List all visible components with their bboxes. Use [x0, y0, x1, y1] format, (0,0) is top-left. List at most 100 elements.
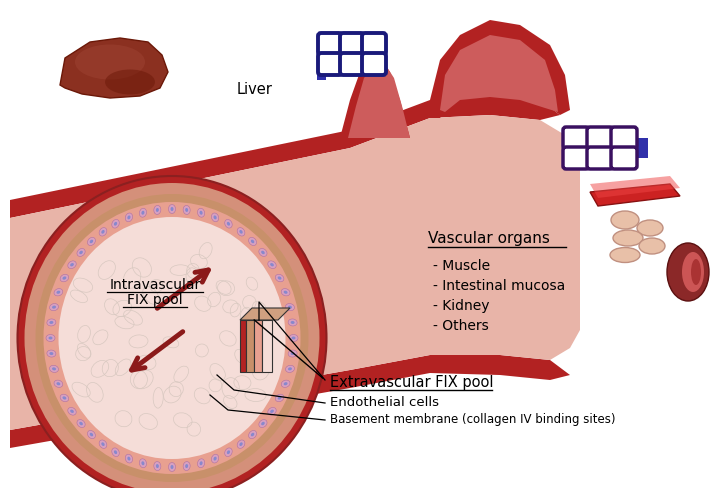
Ellipse shape — [168, 463, 175, 471]
Ellipse shape — [52, 305, 56, 309]
Ellipse shape — [114, 450, 117, 454]
Ellipse shape — [111, 448, 119, 457]
Ellipse shape — [67, 261, 76, 268]
Ellipse shape — [54, 288, 62, 296]
Bar — [319, 34, 385, 74]
Ellipse shape — [292, 337, 295, 340]
Ellipse shape — [154, 205, 161, 214]
Ellipse shape — [58, 217, 285, 459]
Text: Extravascular FIX pool: Extravascular FIX pool — [330, 374, 493, 389]
FancyBboxPatch shape — [587, 127, 613, 149]
FancyBboxPatch shape — [318, 33, 342, 55]
Ellipse shape — [225, 448, 232, 457]
Ellipse shape — [77, 420, 85, 427]
Text: Vascular organs: Vascular organs — [428, 230, 550, 245]
Ellipse shape — [75, 44, 145, 80]
Text: - Others: - Others — [433, 319, 488, 333]
Ellipse shape — [278, 276, 281, 280]
Ellipse shape — [80, 422, 83, 425]
FancyBboxPatch shape — [362, 33, 386, 55]
Ellipse shape — [610, 247, 640, 263]
Ellipse shape — [70, 409, 74, 413]
Ellipse shape — [290, 352, 295, 355]
Ellipse shape — [251, 433, 254, 436]
Bar — [240, 320, 246, 372]
Polygon shape — [430, 20, 570, 118]
Ellipse shape — [261, 422, 265, 425]
Ellipse shape — [259, 248, 267, 256]
Ellipse shape — [251, 240, 254, 243]
Ellipse shape — [89, 433, 93, 436]
Ellipse shape — [691, 259, 701, 285]
Text: Liver: Liver — [237, 82, 273, 98]
Ellipse shape — [275, 274, 284, 282]
Ellipse shape — [156, 464, 159, 468]
Ellipse shape — [111, 220, 119, 228]
Ellipse shape — [225, 220, 232, 228]
Ellipse shape — [197, 208, 204, 217]
Ellipse shape — [114, 222, 117, 225]
Ellipse shape — [237, 440, 245, 448]
Ellipse shape — [36, 194, 309, 482]
Ellipse shape — [275, 394, 284, 402]
Ellipse shape — [185, 464, 188, 468]
Ellipse shape — [87, 430, 95, 439]
Ellipse shape — [102, 442, 104, 446]
Ellipse shape — [127, 457, 131, 461]
Ellipse shape — [639, 238, 665, 254]
Ellipse shape — [125, 213, 133, 222]
Ellipse shape — [50, 352, 53, 355]
Polygon shape — [440, 35, 558, 112]
Ellipse shape — [248, 237, 256, 245]
Ellipse shape — [47, 350, 56, 357]
Ellipse shape — [667, 243, 709, 301]
Ellipse shape — [50, 366, 58, 372]
Text: Endothelial cells: Endothelial cells — [330, 396, 439, 409]
Ellipse shape — [43, 202, 300, 474]
Ellipse shape — [168, 204, 175, 214]
Text: - Muscle: - Muscle — [433, 259, 490, 273]
Ellipse shape — [99, 227, 106, 236]
Bar — [254, 320, 262, 372]
Bar — [246, 320, 254, 372]
Ellipse shape — [50, 304, 58, 311]
Ellipse shape — [62, 276, 66, 280]
Ellipse shape — [154, 462, 161, 470]
Ellipse shape — [270, 409, 274, 413]
Ellipse shape — [60, 394, 69, 402]
Text: - Intestinal mucosa: - Intestinal mucosa — [433, 279, 565, 293]
FancyBboxPatch shape — [318, 53, 342, 75]
Ellipse shape — [139, 208, 146, 217]
Ellipse shape — [611, 211, 639, 229]
Ellipse shape — [284, 382, 288, 386]
FancyBboxPatch shape — [587, 147, 613, 169]
Ellipse shape — [48, 337, 53, 340]
Ellipse shape — [239, 230, 243, 234]
Text: FIX pool: FIX pool — [127, 293, 182, 307]
Ellipse shape — [80, 251, 83, 254]
FancyBboxPatch shape — [611, 127, 637, 149]
Ellipse shape — [197, 459, 204, 468]
Ellipse shape — [170, 207, 173, 211]
Ellipse shape — [50, 321, 53, 324]
Ellipse shape — [261, 251, 265, 254]
Ellipse shape — [259, 420, 267, 427]
Ellipse shape — [170, 465, 173, 469]
Polygon shape — [317, 64, 326, 80]
Ellipse shape — [54, 380, 62, 387]
Ellipse shape — [288, 350, 297, 357]
Ellipse shape — [248, 430, 256, 439]
Ellipse shape — [637, 220, 663, 236]
Ellipse shape — [290, 321, 295, 324]
Ellipse shape — [200, 461, 202, 465]
Ellipse shape — [214, 215, 217, 219]
Ellipse shape — [185, 208, 188, 212]
Ellipse shape — [288, 319, 297, 326]
Ellipse shape — [62, 396, 66, 400]
Polygon shape — [240, 308, 290, 320]
Ellipse shape — [67, 407, 76, 415]
Ellipse shape — [87, 237, 95, 245]
Text: Intravascular: Intravascular — [109, 278, 201, 292]
Ellipse shape — [200, 211, 202, 215]
Ellipse shape — [237, 227, 245, 236]
